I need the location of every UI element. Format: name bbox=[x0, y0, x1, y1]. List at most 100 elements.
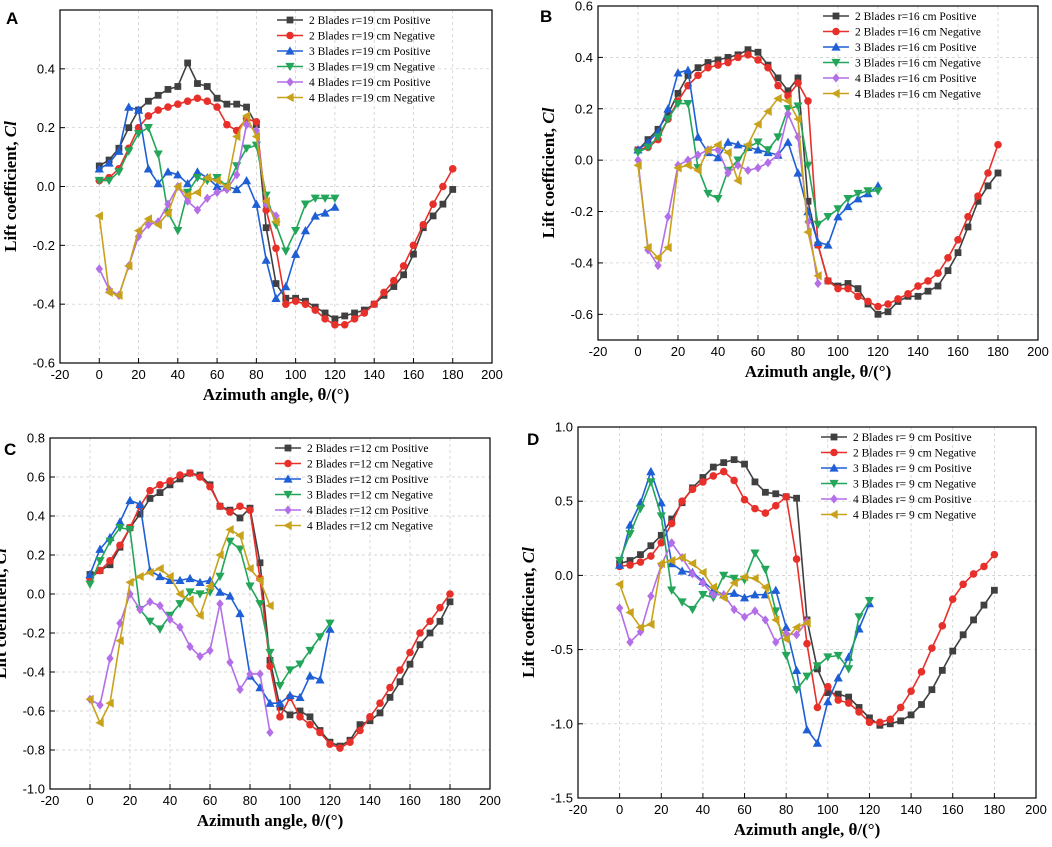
x-tick-label: -20 bbox=[589, 344, 608, 359]
legend-marker bbox=[829, 509, 838, 520]
data-point bbox=[853, 194, 863, 203]
data-point bbox=[980, 601, 988, 609]
data-point bbox=[719, 571, 729, 580]
data-point bbox=[436, 603, 444, 612]
data-point bbox=[336, 744, 344, 752]
y-tick-label: -0.4 bbox=[23, 665, 45, 680]
data-point bbox=[154, 106, 162, 114]
data-point bbox=[316, 728, 324, 737]
data-point bbox=[924, 277, 932, 285]
plot-area bbox=[598, 6, 1038, 340]
data-point bbox=[206, 645, 214, 656]
data-point bbox=[812, 662, 823, 671]
data-point bbox=[176, 622, 184, 632]
x-tick-label: 80 bbox=[779, 802, 793, 817]
data-point bbox=[242, 120, 251, 130]
data-point bbox=[730, 456, 738, 464]
data-point bbox=[272, 280, 280, 287]
y-tick-label: 0.2 bbox=[37, 120, 55, 135]
data-point bbox=[713, 152, 723, 162]
data-point bbox=[874, 310, 882, 318]
data-point bbox=[183, 97, 192, 105]
data-point bbox=[256, 669, 264, 679]
data-point bbox=[804, 197, 812, 205]
data-point bbox=[694, 71, 702, 80]
x-tick-label: 80 bbox=[249, 367, 263, 382]
data-point bbox=[833, 651, 843, 661]
legend-label: 2 Blades r=16 cm Positive bbox=[855, 11, 976, 23]
data-point bbox=[429, 200, 437, 208]
data-point bbox=[291, 226, 301, 236]
data-point bbox=[771, 615, 780, 625]
data-point bbox=[225, 537, 235, 546]
data-point bbox=[406, 660, 414, 668]
data-point bbox=[105, 698, 114, 708]
data-point bbox=[783, 105, 793, 114]
data-point bbox=[709, 463, 717, 471]
legend-label: 4 Blades r= 9 cm Negative bbox=[853, 510, 976, 522]
data-point bbox=[771, 585, 781, 594]
data-point bbox=[133, 105, 144, 114]
data-point bbox=[668, 515, 676, 523]
legend-marker bbox=[829, 463, 839, 472]
data-point bbox=[295, 692, 305, 702]
data-point bbox=[106, 557, 114, 565]
data-point bbox=[212, 181, 222, 191]
data-point bbox=[300, 200, 311, 209]
data-point bbox=[729, 588, 739, 597]
data-point bbox=[261, 196, 270, 206]
data-point bbox=[193, 94, 202, 103]
legend-label: 4 Blades r=16 cm Positive bbox=[855, 73, 976, 85]
data-point bbox=[646, 478, 656, 487]
data-point bbox=[730, 476, 738, 485]
data-point bbox=[773, 133, 783, 142]
data-point bbox=[740, 495, 749, 504]
data-point bbox=[275, 698, 285, 707]
data-point bbox=[203, 83, 211, 90]
data-point bbox=[164, 103, 172, 111]
legend-marker bbox=[285, 62, 295, 72]
data-point bbox=[212, 176, 221, 186]
x-tick-label: 120 bbox=[859, 802, 881, 817]
x-axis-label: Azimuth angle, θ/(°) bbox=[197, 811, 343, 830]
gridlines bbox=[578, 427, 1036, 798]
data-point bbox=[186, 642, 194, 652]
data-point bbox=[663, 115, 673, 124]
data-point bbox=[703, 189, 713, 199]
data-point bbox=[291, 249, 301, 258]
data-point bbox=[633, 160, 642, 170]
y-tick-label: -0.6 bbox=[23, 704, 45, 719]
data-point bbox=[213, 94, 221, 102]
data-point bbox=[186, 469, 194, 477]
data-point bbox=[763, 146, 773, 155]
data-point bbox=[854, 613, 864, 622]
data-point bbox=[213, 103, 221, 111]
y-axis-label: Lift coefficient, Cl bbox=[539, 107, 558, 238]
data-point bbox=[823, 212, 833, 222]
data-point bbox=[241, 111, 251, 121]
data-point bbox=[693, 165, 702, 176]
panel-d: D -20 0 20 40 60 80 100 120 140 160 180 200 -1.5 -1.0… bbox=[519, 420, 1047, 840]
data-point bbox=[315, 675, 325, 684]
x-tick-label: 180 bbox=[984, 802, 1006, 817]
data-point bbox=[914, 282, 922, 290]
x-tick-label: 20 bbox=[654, 802, 668, 817]
data-point bbox=[330, 194, 340, 203]
x-tick-label: 0 bbox=[634, 344, 641, 359]
series bbox=[85, 525, 274, 728]
data-point bbox=[243, 103, 250, 111]
data-point bbox=[792, 630, 801, 640]
data-point bbox=[175, 575, 185, 585]
data-point bbox=[163, 208, 172, 218]
x-axis-label: Azimuth angle, θ/(°) bbox=[203, 385, 349, 404]
data-point bbox=[185, 595, 194, 605]
y-axis-label-text: Lift coefficient, bbox=[519, 563, 538, 678]
data-point bbox=[813, 220, 823, 229]
data-point bbox=[744, 165, 752, 176]
data-point bbox=[633, 148, 643, 158]
data-point bbox=[281, 281, 291, 291]
data-point bbox=[245, 564, 254, 574]
data-point bbox=[974, 197, 982, 205]
data-point bbox=[246, 506, 254, 514]
data-point bbox=[265, 601, 274, 611]
